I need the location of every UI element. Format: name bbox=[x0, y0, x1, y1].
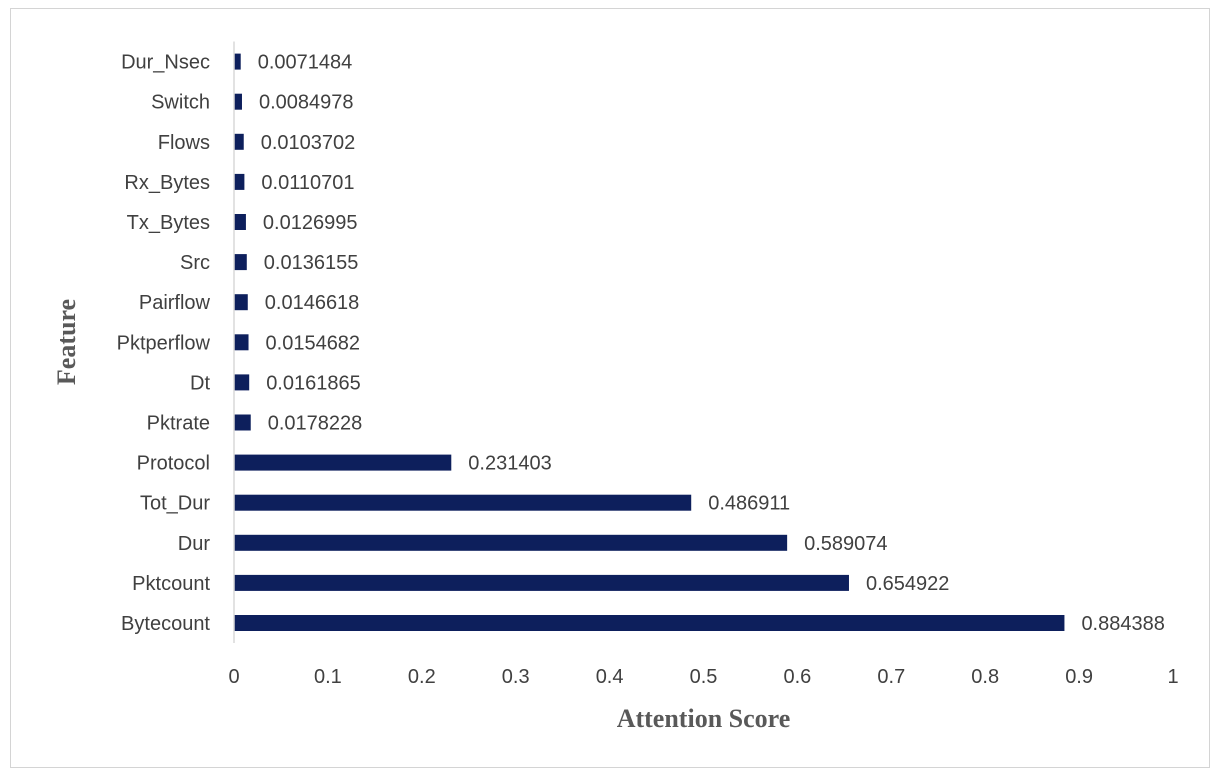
x-tick-label: 0.5 bbox=[690, 666, 718, 688]
bar bbox=[234, 53, 241, 70]
bar bbox=[234, 93, 242, 110]
x-tick-label: 0 bbox=[228, 666, 239, 688]
bar bbox=[234, 615, 1065, 631]
data-label: 0.884388 bbox=[1081, 613, 1164, 635]
bar bbox=[234, 214, 246, 230]
x-tick-label: 0.9 bbox=[1065, 666, 1093, 688]
bar bbox=[234, 294, 248, 311]
category-label: Pktrate bbox=[147, 413, 210, 435]
category-label: Dur_Nsec bbox=[121, 52, 210, 74]
x-tick-label: 0.4 bbox=[596, 666, 624, 688]
category-label: Rx_Bytes bbox=[124, 172, 210, 194]
data-label: 0.0084978 bbox=[259, 92, 354, 114]
bar bbox=[234, 374, 250, 391]
x-tick-labels: 0 0.1 0.2 0.3 0.4 0.5 0.6 0.7 0.8 0.9 1 bbox=[228, 666, 1178, 688]
category-label: Pktperflow bbox=[117, 332, 211, 354]
chart-frame bbox=[10, 8, 1210, 768]
bars bbox=[234, 53, 1065, 631]
category-label: Protocol bbox=[137, 453, 210, 475]
bar bbox=[234, 173, 245, 190]
category-label: Dt bbox=[190, 372, 210, 394]
data-label: 0.0103702 bbox=[261, 132, 356, 154]
category-label: Tot_Dur bbox=[140, 493, 210, 515]
bar bbox=[234, 414, 251, 431]
category-label: Flows bbox=[158, 132, 210, 154]
data-label: 0.0161865 bbox=[266, 372, 361, 394]
category-label: Src bbox=[180, 252, 210, 274]
data-label: 0.0136155 bbox=[264, 252, 359, 274]
category-label: Pairflow bbox=[139, 292, 211, 314]
category-label: Pktcount bbox=[132, 573, 210, 595]
bar bbox=[234, 494, 692, 511]
x-axis-title: Attention Score bbox=[617, 704, 791, 733]
data-label: 0.654922 bbox=[866, 573, 949, 595]
data-label: 0.486911 bbox=[708, 493, 790, 515]
data-label: 0.589074 bbox=[804, 533, 887, 555]
y-axis-title: Feature bbox=[52, 299, 81, 385]
bar bbox=[234, 133, 244, 150]
category-label: Switch bbox=[151, 92, 210, 114]
data-label: 0.0178228 bbox=[268, 413, 363, 435]
x-tick-label: 0.1 bbox=[314, 666, 342, 688]
x-tick-label: 1 bbox=[1167, 666, 1178, 688]
x-tick-label: 0.8 bbox=[971, 666, 999, 688]
category-labels: Bytecount Pktcount Dur Tot_Dur Protocol Pktra… bbox=[117, 52, 211, 635]
category-label: Dur bbox=[178, 533, 211, 555]
data-label: 0.0146618 bbox=[265, 292, 360, 314]
category-label: Tx_Bytes bbox=[127, 212, 210, 234]
x-tick-label: 0.2 bbox=[408, 666, 436, 688]
bar bbox=[234, 574, 849, 591]
data-label: 0.0126995 bbox=[263, 212, 358, 234]
bar bbox=[234, 454, 452, 471]
data-label: 0.231403 bbox=[468, 453, 551, 475]
x-tick-label: 0.7 bbox=[877, 666, 905, 688]
x-tick-label: 0.6 bbox=[783, 666, 811, 688]
bar bbox=[234, 334, 249, 351]
data-label: 0.0110701 bbox=[261, 172, 354, 194]
category-label: Bytecount bbox=[121, 613, 210, 635]
data-label: 0.0071484 bbox=[258, 52, 353, 74]
x-tick-label: 0.3 bbox=[502, 666, 530, 688]
data-labels: 0.884388 0.654922 0.589074 0.486911 0.231403… bbox=[258, 52, 1165, 635]
data-label: 0.0154682 bbox=[266, 332, 361, 354]
bar bbox=[234, 254, 247, 271]
bar bbox=[234, 534, 788, 551]
